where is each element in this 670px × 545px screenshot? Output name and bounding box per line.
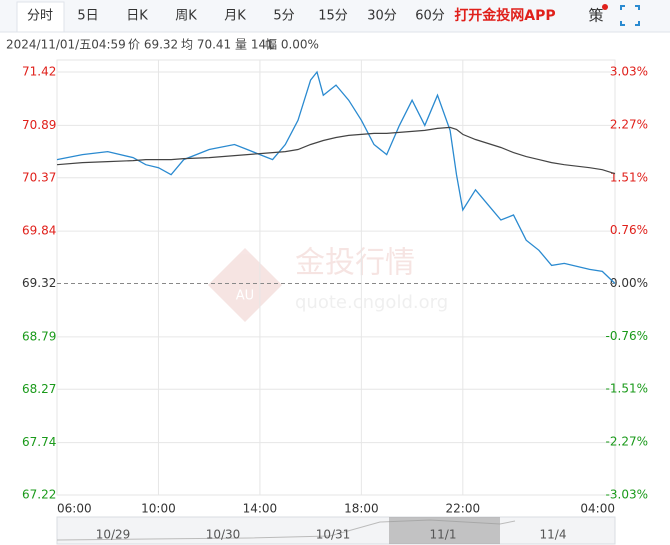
- y-tick-label: 70.37: [22, 170, 56, 184]
- x-tick-label: 14:00: [243, 502, 278, 516]
- y2-tick-label: 0.76%: [610, 223, 648, 237]
- y2-tick-label: -1.51%: [606, 381, 648, 395]
- y2-tick-label: 3.03%: [610, 65, 648, 79]
- info-datetime: 2024/11/01/五04:59: [6, 38, 126, 52]
- info-average: 均 70.41: [181, 38, 231, 52]
- y-tick-label: 67.22: [22, 488, 56, 502]
- app-link[interactable]: 打开金投网APP: [454, 7, 555, 24]
- tab[interactable]: 5日: [77, 9, 98, 24]
- y-tick-label: 67.74: [22, 435, 56, 449]
- x-tick-label: 18:00: [344, 502, 379, 516]
- x-tick-label: 22:00: [446, 502, 481, 516]
- fullscreen-icon[interactable]: [620, 5, 640, 26]
- y-tick-label: 70.89: [22, 118, 56, 132]
- watermark: AU 金投行情 quote.cngold.org: [208, 246, 448, 322]
- tab-bar: [0, 0, 670, 32]
- y2-tick-label: 2.27%: [610, 118, 648, 132]
- watermark-url: quote.cngold.org: [295, 292, 448, 313]
- navigator-date: 10/30: [206, 528, 241, 542]
- strategy-button[interactable]: 策: [588, 7, 603, 25]
- tab[interactable]: 5分: [273, 9, 294, 24]
- info-change: 幅 0.00%: [265, 37, 319, 52]
- tab[interactable]: 周K: [175, 9, 197, 24]
- tab[interactable]: 分时: [27, 9, 53, 24]
- navigator-date: 11/1: [430, 528, 457, 542]
- tab[interactable]: 月K: [224, 9, 246, 24]
- navigator-date: 10/31: [316, 528, 351, 542]
- y-tick-label: 71.42: [22, 65, 56, 79]
- tab[interactable]: 日K: [126, 9, 148, 24]
- tab[interactable]: 30分: [367, 9, 397, 24]
- watermark-brand: 金投行情: [295, 246, 415, 281]
- tab[interactable]: 15分: [318, 9, 348, 24]
- badge: [602, 4, 608, 10]
- series-line: [56, 126, 616, 175]
- y-tick-label: 68.79: [22, 329, 56, 343]
- series-line: [56, 70, 616, 284]
- y2-tick-label: -3.03%: [606, 488, 648, 502]
- info-volume: 量 141: [235, 38, 274, 52]
- tab[interactable]: 60分: [415, 9, 445, 24]
- y2-tick-label: 1.51%: [610, 171, 648, 185]
- x-tick-label: 10:00: [141, 502, 176, 516]
- info-price: 价 69.32: [128, 38, 178, 52]
- x-tick-label: 04:00: [580, 502, 615, 516]
- y2-tick-label: 0.00%: [610, 276, 648, 290]
- watermark-logo: AU: [236, 289, 254, 304]
- y2-tick-label: -0.76%: [606, 329, 648, 343]
- navigator-window[interactable]: [389, 517, 500, 544]
- navigator-date: 10/29: [96, 528, 131, 542]
- active-tab-bg: [16, 1, 65, 33]
- navigator-date: 11/4: [540, 528, 567, 542]
- watermark-logo-shape: [208, 248, 282, 322]
- y-tick-label: 68.27: [22, 382, 56, 396]
- x-tick-label: 06:00: [57, 502, 92, 516]
- y-tick-label: 69.32: [22, 276, 56, 290]
- y-tick-label: 69.84: [22, 224, 56, 238]
- y2-tick-label: -2.27%: [606, 434, 648, 448]
